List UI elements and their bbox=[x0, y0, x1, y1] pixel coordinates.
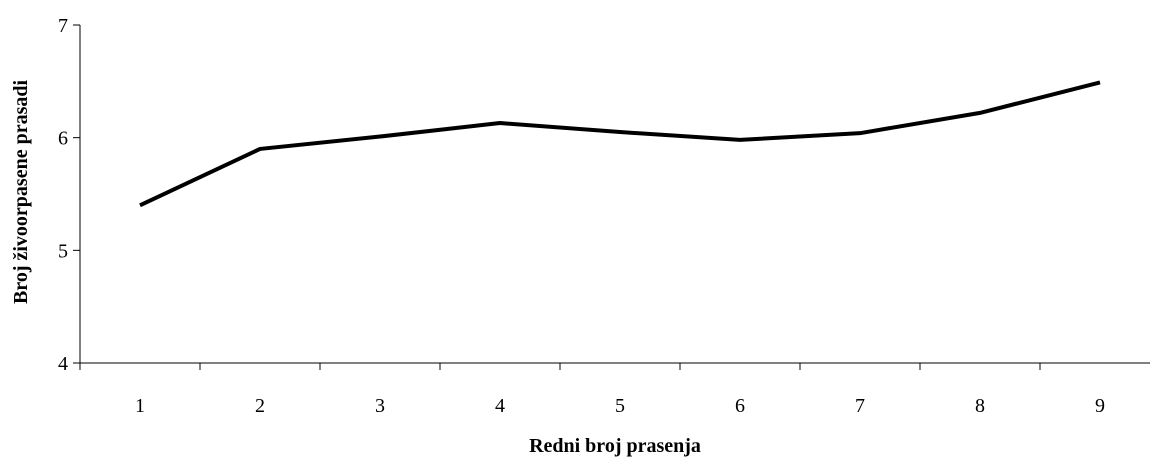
x-tick-label: 8 bbox=[975, 395, 985, 417]
x-tick-label: 5 bbox=[615, 395, 625, 417]
x-tick-label: 7 bbox=[855, 395, 865, 417]
x-tick-label: 2 bbox=[255, 395, 265, 417]
series-layer bbox=[139, 80, 1101, 208]
y-axis-ticks: 4 5 6 7 bbox=[58, 15, 80, 375]
x-tick-label: 4 bbox=[495, 395, 505, 417]
y-tick-label: 7 bbox=[58, 15, 68, 37]
x-tick-label: 6 bbox=[735, 395, 745, 417]
series-line bbox=[139, 80, 1101, 208]
y-tick-label: 5 bbox=[58, 240, 68, 262]
x-tick-label: 1 bbox=[135, 395, 145, 417]
y-axis-title: Broj živoorpasene prasadi bbox=[10, 80, 32, 305]
y-tick-label: 6 bbox=[58, 128, 68, 150]
x-tick-label: 9 bbox=[1095, 395, 1105, 417]
x-tick-label: 3 bbox=[375, 395, 385, 417]
x-axis-ticks: 1 2 3 4 5 6 7 8 9 bbox=[79, 363, 1105, 417]
x-axis-title: Redni broj prasenja bbox=[529, 435, 701, 457]
y-tick-label: 4 bbox=[58, 353, 68, 375]
